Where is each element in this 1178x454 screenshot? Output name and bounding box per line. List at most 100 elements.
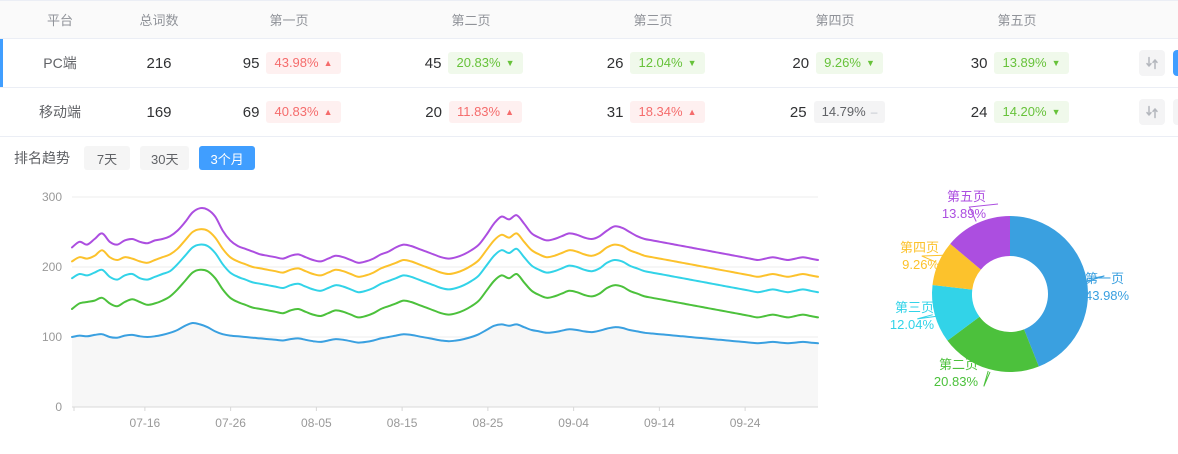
page-count-and-share: 69 40.83% ▲ (198, 101, 380, 123)
donut-label-value: 13.89% (942, 206, 987, 221)
sort-toggle-button[interactable] (1139, 50, 1165, 76)
dash-icon: – (870, 105, 878, 119)
ranking-trend-line-chart[interactable]: 0 100 200 300 07-16 07-26 08-05 08-15 08-25 09-04… (0, 179, 830, 454)
page-count-value: 69 (242, 103, 260, 121)
arrow-up-icon: ▲ (505, 106, 515, 117)
donut-leader-line (921, 254, 952, 263)
page-share-badge: 14.20% ▼ (994, 101, 1069, 123)
page-share-badge: 9.26% ▼ (816, 52, 883, 74)
trend-range-label: 7天 (96, 151, 118, 167)
row-action-buttons (1108, 99, 1178, 125)
page-count-and-share: 25 14.79% – (744, 101, 926, 123)
trend-range-label: 30天 (151, 151, 179, 167)
arrow-up-icon: ▲ (323, 57, 333, 68)
page-share-value: 43.98% (274, 55, 319, 71)
arrow-down-icon: ▼ (865, 57, 875, 68)
arrow-down-icon: ▼ (1051, 106, 1061, 117)
chart-toggle-button[interactable] (1173, 99, 1178, 125)
donut-slice-第一页[interactable] (1010, 216, 1088, 367)
donut-label-value: 43.98% (1085, 288, 1130, 303)
donut-label-name: 第五页 (947, 189, 986, 204)
page-count-and-share: 26 12.04% ▼ (562, 52, 744, 74)
page-share-badge: 12.04% ▼ (630, 52, 705, 74)
platform-cell: 移动端 (0, 87, 120, 137)
column-header-page5: 第五页 (926, 0, 1108, 39)
page-count-value: 30 (970, 54, 988, 72)
arrow-up-icon: ▲ (687, 106, 697, 117)
page-share-value: 11.83% (456, 104, 501, 120)
page-5-cell: 24 14.20% ▼ (926, 87, 1108, 137)
row-actions-cell (1108, 87, 1178, 137)
donut-slice-第五页[interactable] (950, 216, 1010, 270)
arrow-down-icon: ▼ (1051, 57, 1061, 68)
page-count-value: 95 (242, 54, 260, 72)
page-share-value: 18.34% (638, 104, 683, 120)
column-header-page4: 第四页 (744, 0, 926, 39)
column-header-page2: 第二页 (380, 0, 562, 39)
trend-range-button-0[interactable]: 7天 (84, 146, 130, 170)
arrow-up-icon: ▲ (323, 106, 333, 117)
trend-range-group: 7天 30天 3个月 (84, 146, 255, 170)
page-share-value: 40.83% (274, 104, 319, 120)
line-chart-area-fill (72, 322, 818, 407)
page-count-and-share: 31 18.34% ▲ (562, 101, 744, 123)
donut-label-value: 20.83% (934, 374, 979, 389)
platform-label: PC端 (43, 55, 77, 71)
table-row[interactable]: 移动端 169 69 40.83% ▲ 20 11.83% ▲ 31 18.34% ▲ 25 14.79… (0, 87, 1178, 137)
page-count-value: 20 (792, 54, 810, 72)
page-4-cell: 25 14.79% – (744, 87, 926, 137)
platform-label: 移动端 (39, 104, 81, 120)
page-share-value: 20.83% (456, 55, 501, 71)
x-axis-tick-label: 07-26 (215, 416, 246, 430)
page-share-value: 13.89% (1002, 55, 1047, 71)
donut-slice-第三页[interactable] (932, 284, 980, 341)
platform-ranking-table: 平台 总词数 第一页 第二页 第三页 第四页 第五页 PC端 216 95 43.98… (0, 0, 1178, 137)
page-share-value: 14.20% (1002, 104, 1047, 120)
donut-leader-line (968, 203, 999, 222)
chart-toggle-button[interactable] (1173, 50, 1178, 76)
charts-area: 0 100 200 300 07-16 07-26 08-05 08-15 08-25 09-04… (0, 179, 1178, 454)
trend-range-button-2[interactable]: 3个月 (199, 146, 255, 170)
row-action-buttons (1108, 50, 1178, 76)
donut-leader-line (983, 370, 991, 387)
line-series-第二页 (71, 268, 819, 319)
table-header: 平台 总词数 第一页 第二页 第三页 第四页 第五页 (0, 0, 1178, 39)
table-row[interactable]: PC端 216 95 43.98% ▲ 45 20.83% ▼ 26 12.04% ▼ 20 9.26%… (0, 38, 1178, 88)
page-share-badge: 18.34% ▲ (630, 101, 705, 123)
column-header-page3: 第三页 (562, 0, 744, 39)
platform-cell: PC端 (0, 38, 120, 88)
trend-range-label: 3个月 (210, 151, 244, 167)
y-axis-tick-label: 0 (55, 400, 62, 414)
page-share-badge: 20.83% ▼ (448, 52, 523, 74)
x-axis-tick-label: 09-14 (644, 416, 675, 430)
sort-toggle-button[interactable] (1139, 99, 1165, 125)
total-keywords-cell: 216 (120, 38, 198, 88)
page-count-and-share: 45 20.83% ▼ (380, 52, 562, 74)
column-header-platform: 平台 (0, 0, 120, 39)
page-count-and-share: 20 9.26% ▼ (744, 52, 926, 74)
page-share-badge: 43.98% ▲ (266, 52, 341, 74)
donut-label-value: 12.04% (890, 317, 935, 332)
donut-leader-line (1072, 275, 1105, 287)
page-2-cell: 45 20.83% ▼ (380, 38, 562, 88)
total-keywords-value: 216 (146, 54, 172, 72)
donut-label-name: 第二页 (939, 357, 978, 372)
page-4-cell: 20 9.26% ▼ (744, 38, 926, 88)
arrow-down-icon: ▼ (505, 57, 515, 68)
x-axis-tick-label: 09-04 (558, 416, 589, 430)
row-selected-marker (0, 39, 3, 87)
page-count-value: 25 (789, 103, 807, 121)
total-keywords-value: 169 (146, 103, 172, 121)
row-actions-cell (1108, 38, 1178, 88)
trend-toolbar: 排名趋势 7天 30天 3个月 (0, 137, 1178, 179)
page-distribution-donut-chart[interactable]: 第一页 43.98% 第二页 20.83% 第三页 12.04% 第四页 9.26% 第五页 13… (830, 179, 1178, 454)
trend-range-button-1[interactable]: 30天 (140, 146, 190, 170)
x-axis-tick-label: 09-24 (730, 416, 761, 430)
line-series-第一页 (71, 321, 819, 345)
donut-label-name: 第一页 (1085, 271, 1124, 286)
page-share-badge: 40.83% ▲ (266, 101, 341, 123)
page-count-value: 24 (970, 103, 988, 121)
donut-slice-第二页[interactable] (947, 316, 1039, 372)
page-1-cell: 69 40.83% ▲ (198, 87, 380, 137)
